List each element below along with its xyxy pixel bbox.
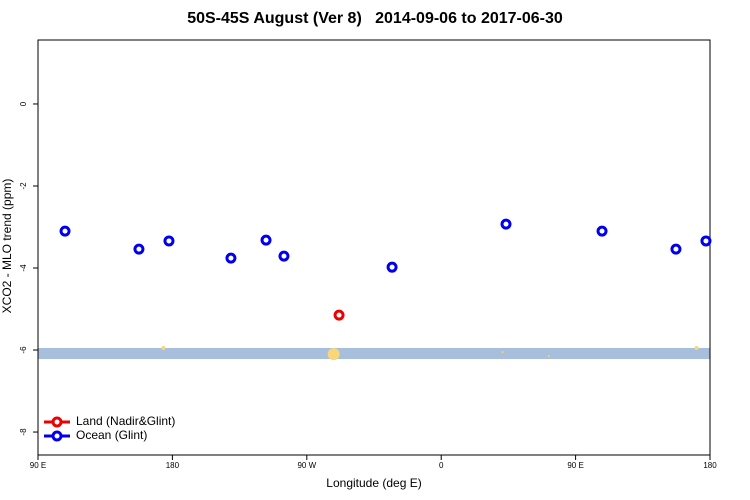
y-tick-label: -2 [19, 182, 28, 190]
point [596, 225, 608, 237]
point [260, 234, 272, 246]
x-tick-label: 90 E [567, 461, 583, 470]
x-tick-label: 90 W [297, 461, 316, 470]
point [133, 243, 145, 255]
point [333, 309, 345, 321]
point [386, 261, 398, 273]
point [225, 252, 237, 264]
point [670, 243, 682, 255]
band [38, 347, 710, 360]
highlight-point [547, 355, 550, 358]
x-tick-label: 90 E [30, 461, 46, 470]
plot-frame [37, 39, 711, 456]
point [278, 250, 290, 262]
y-tick-label: -6 [19, 346, 28, 354]
y-tick-label: -4 [19, 264, 28, 272]
legend-marker [51, 416, 63, 428]
x-tick-label: 180 [703, 461, 717, 470]
point [700, 235, 712, 247]
point [163, 235, 175, 247]
highlight-point [694, 345, 699, 350]
x-tick-label: 0 [439, 461, 444, 470]
y-axis-label: XCO2 - MLO trend (ppm) [0, 179, 14, 314]
y-tick-label: -8 [19, 428, 28, 436]
highlight-point [161, 345, 166, 350]
highlight-point [501, 351, 504, 354]
x-tick-label: 180 [166, 461, 180, 470]
legend-label: Ocean (Glint) [76, 428, 147, 442]
x-axis-label: Longitude (deg E) [326, 476, 421, 490]
legend-label: Land (Nadir&Glint) [76, 414, 175, 428]
point [500, 218, 512, 230]
chart-title: 50S-45S August (Ver 8) 2014-09-06 to 201… [187, 10, 563, 27]
legend-marker [51, 430, 63, 442]
point [59, 225, 71, 237]
y-tick-label: 0 [19, 101, 28, 106]
highlight-point [327, 348, 340, 361]
